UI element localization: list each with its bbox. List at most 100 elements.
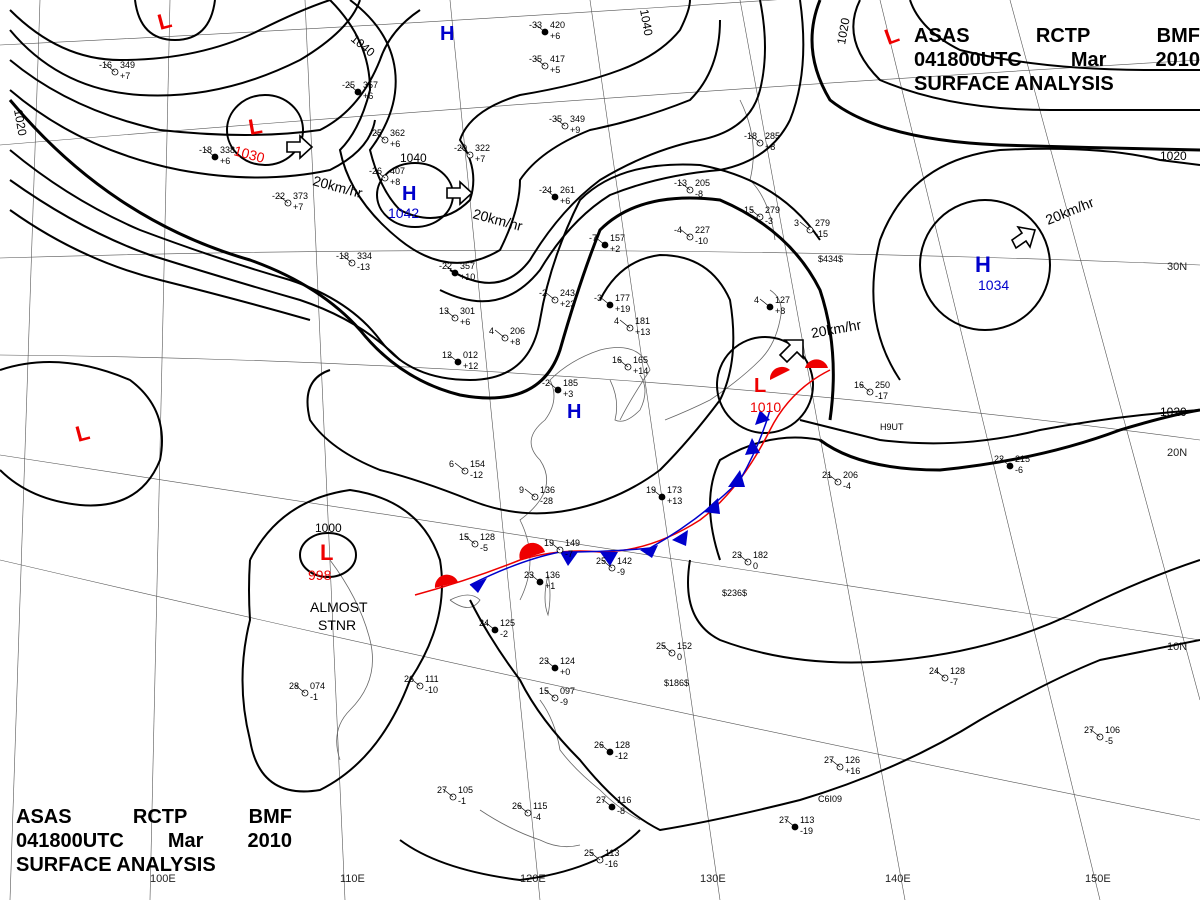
station-temperature: -22 bbox=[272, 191, 285, 201]
station-pressure: 338 bbox=[220, 145, 235, 155]
station-pressure: 181 bbox=[635, 316, 650, 326]
station-temperature: -18 bbox=[336, 251, 349, 261]
station-pressure: 177 bbox=[615, 293, 630, 303]
lon-line-140e bbox=[739, 0, 906, 900]
station-plot: -2 243+23 bbox=[539, 288, 575, 309]
station-tendency: +23 bbox=[560, 299, 575, 309]
wind-barb-icon bbox=[619, 319, 631, 329]
header-station: RCTP bbox=[1035, 25, 1091, 47]
station-plot: -18 338+6 bbox=[199, 145, 235, 166]
station-temperature: -2 bbox=[542, 378, 550, 388]
station-temperature: 25 bbox=[584, 848, 594, 858]
header-bottom: ASAS RCTP BMF 041800UTC Mar 2010 SURFACE… bbox=[16, 805, 292, 877]
station-tendency: +14 bbox=[633, 366, 648, 376]
station-pressure: 124 bbox=[560, 656, 575, 666]
isobar-1020-west bbox=[8, 99, 835, 421]
movement-arrow-icon bbox=[1010, 225, 1037, 250]
wind-barb-icon bbox=[454, 462, 466, 472]
wind-barb-icon bbox=[601, 559, 613, 569]
speed-label-mongolia: 20km/hr bbox=[311, 172, 364, 201]
station-tendency: -17 bbox=[875, 391, 888, 401]
station-tendency: -6 bbox=[1015, 465, 1023, 475]
station-plot: 19 149-7 bbox=[544, 538, 580, 559]
wind-barb-icon bbox=[827, 473, 839, 483]
header-year: 2010 bbox=[247, 830, 292, 852]
station-temperature: 23 bbox=[524, 570, 534, 580]
isobar-label-1020-b: 1020 bbox=[1160, 149, 1187, 163]
station-temperature: 26 bbox=[404, 674, 414, 684]
isobar-1000-low bbox=[299, 532, 357, 578]
station-plot: -20 322+7 bbox=[454, 143, 490, 164]
lat-line-20n bbox=[0, 354, 1200, 441]
station-tendency: +5 bbox=[550, 65, 560, 75]
isobar-pacific-inner-2 bbox=[852, 0, 1200, 112]
high-symbol: H bbox=[440, 23, 454, 45]
wind-barb-icon bbox=[277, 194, 289, 204]
station-plot: 27 106-5 bbox=[1084, 725, 1120, 746]
station-pressure: 127 bbox=[775, 295, 790, 305]
header-month: Mar bbox=[167, 830, 204, 852]
low-symbol: L bbox=[73, 419, 92, 447]
coast-borneo bbox=[479, 809, 581, 848]
wind-barb-icon bbox=[617, 358, 629, 368]
wind-barb-icon bbox=[524, 488, 536, 498]
cold-front-symbol bbox=[728, 470, 745, 487]
header-product: SURFACE ANALYSIS bbox=[914, 73, 1114, 95]
station-plot: -4 227-10 bbox=[674, 225, 710, 246]
station-pressure: 362 bbox=[390, 128, 405, 138]
station-plot: 27 105-1 bbox=[437, 785, 473, 806]
wind-barb-icon bbox=[294, 684, 306, 694]
wind-barb-icon bbox=[444, 309, 456, 319]
station-pressure: 115 bbox=[533, 801, 547, 811]
station-pressure: 154 bbox=[470, 459, 485, 469]
station-pressure: 227 bbox=[695, 225, 710, 235]
station-temperature: -22 bbox=[439, 261, 452, 271]
station-temperature: -3 bbox=[594, 293, 602, 303]
station-temperature: 19 bbox=[646, 485, 656, 495]
station-pressure: 074 bbox=[310, 681, 325, 691]
wind-barb-icon bbox=[1089, 728, 1101, 738]
ship-codes: $434$ H9UT $236$ $186$ C6I09 bbox=[664, 254, 904, 804]
station-plot: 22 215-6 bbox=[994, 454, 1030, 475]
station-temperature: -25 bbox=[369, 128, 382, 138]
isobar-south-2 bbox=[469, 599, 1200, 832]
lon-line-100e bbox=[149, 0, 171, 900]
wind-barb-icon bbox=[494, 329, 506, 339]
station-tendency: -2 bbox=[500, 629, 508, 639]
station-temperature: -24 bbox=[539, 185, 552, 195]
low-symbol: L bbox=[320, 540, 333, 565]
isobar-south-big bbox=[709, 436, 821, 561]
station-tendency: -1 bbox=[310, 692, 318, 702]
ship-code: H9UT bbox=[880, 422, 904, 432]
station-tendency: 0 bbox=[677, 652, 682, 662]
isobar-band-2 bbox=[9, 179, 401, 361]
stationary-annotation: ALMOST STNR bbox=[310, 599, 368, 633]
station-temperature: 23 bbox=[732, 550, 742, 560]
wind-barb-icon bbox=[464, 535, 476, 545]
station-tendency: -10 bbox=[695, 236, 708, 246]
movement-arrow-icon bbox=[286, 134, 314, 160]
lon-line-160e bbox=[1009, 0, 1200, 701]
station-pressure: 116 bbox=[617, 795, 631, 805]
station-plot: 19 173+13 bbox=[646, 485, 682, 506]
station-plot: 27 113-19 bbox=[779, 815, 814, 836]
isobar-label-1020-a: 1020 bbox=[11, 108, 29, 137]
stnr-label: STNR bbox=[318, 617, 356, 633]
station-plot: -33 420+6 bbox=[529, 20, 565, 41]
station-pressure: 250 bbox=[875, 380, 890, 390]
isobar-label-1020-d: 1020 bbox=[834, 16, 852, 45]
station-plot: 15 128-5 bbox=[459, 532, 495, 553]
warm-front-symbol bbox=[519, 542, 545, 560]
station-temperature: 4 bbox=[754, 295, 759, 305]
isobar-china-high bbox=[306, 253, 735, 515]
station-tendency: -15 bbox=[815, 229, 828, 239]
header-datetime: 041800UTC bbox=[16, 830, 124, 852]
low-symbol: L bbox=[247, 113, 265, 140]
lon-label-130e: 130E bbox=[700, 873, 726, 885]
station-tendency: +3 bbox=[563, 389, 573, 399]
station-temperature: 15 bbox=[744, 205, 754, 215]
ship-code: $434$ bbox=[818, 254, 843, 264]
station-tendency: +6 bbox=[390, 139, 400, 149]
